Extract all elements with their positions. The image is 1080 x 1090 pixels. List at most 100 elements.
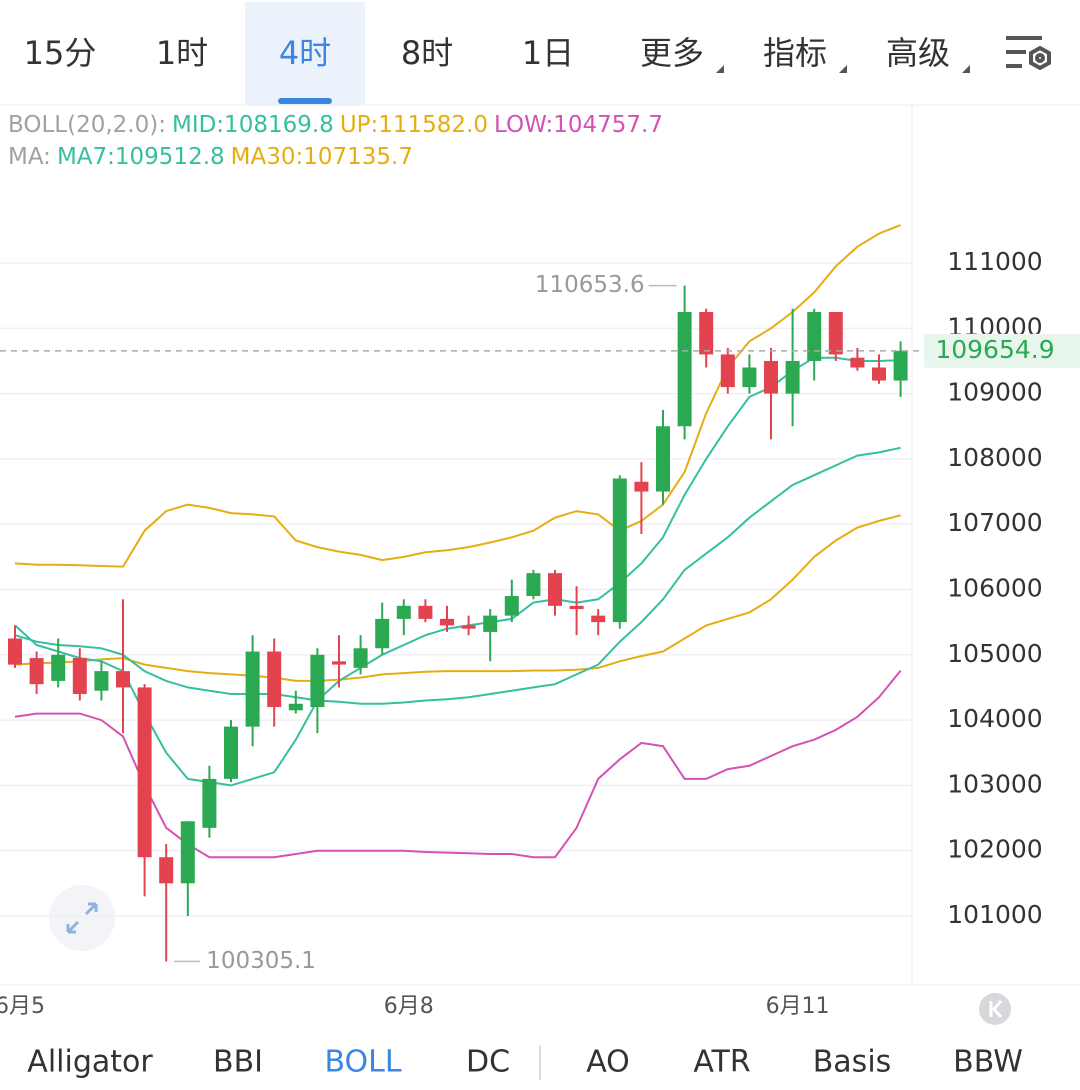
y-tick-label: 101000 [947, 900, 1042, 929]
candle-body [29, 658, 44, 685]
candle-body [807, 311, 822, 361]
y-tick-label: 107000 [947, 508, 1042, 537]
tab[interactable]: 15分 [24, 34, 97, 72]
indicator-tab[interactable]: BBI [213, 1045, 263, 1080]
plot-area [8, 224, 908, 962]
indicator-tab[interactable]: AO [586, 1045, 630, 1080]
candle-body [375, 618, 390, 649]
candle-body [224, 726, 238, 779]
indicator-tab[interactable]: BBW [953, 1045, 1023, 1080]
candle-body [785, 360, 800, 394]
dropdown-arrow [962, 65, 970, 73]
indicator-line [14, 514, 901, 682]
candle-body [677, 311, 692, 427]
candle-body [656, 426, 670, 492]
indicator-tab[interactable]: ATR [693, 1045, 750, 1080]
last-price-box [924, 333, 1080, 368]
indicator-tab[interactable]: Alligator [27, 1045, 153, 1080]
last-price-label: 109654.9 [935, 335, 1054, 364]
indicator-line [14, 224, 901, 568]
tab[interactable]: 4时 [279, 34, 331, 72]
candle-body [72, 658, 87, 694]
y-tick-label: 106000 [947, 573, 1042, 602]
active-tab-bg [245, 2, 365, 105]
candle-body [159, 857, 174, 884]
tab[interactable]: 指标 [763, 34, 827, 72]
candle-body [850, 357, 865, 368]
x-tick-label: 6月11 [766, 994, 830, 1019]
indicator-tab[interactable]: Basis [813, 1045, 892, 1080]
tab[interactable]: 更多 [640, 34, 704, 72]
candle-body [310, 654, 325, 708]
y-tick-label: 104000 [947, 704, 1042, 733]
expand-button[interactable] [49, 885, 115, 951]
x-tick-label: 6月5 [0, 994, 45, 1019]
legend-item: MA30:107135.7 [231, 144, 413, 170]
tab[interactable]: 1时 [156, 34, 208, 72]
legend-item: MID:108169.8 [172, 112, 334, 138]
y-tick-label: 109000 [947, 378, 1042, 407]
candle-body [288, 703, 303, 711]
dropdown-arrow [716, 65, 724, 73]
legend-item: MA7:109512.8 [57, 144, 225, 170]
candle-body [137, 687, 152, 858]
scroll-latest-button[interactable] [979, 993, 1011, 1025]
tab[interactable]: 高级 [886, 34, 950, 72]
candle-body [396, 605, 411, 619]
legend-item: UP:111582.0 [340, 112, 488, 138]
candle-body [504, 596, 519, 616]
y-tick-label: 108000 [947, 443, 1042, 472]
legend-row: BOLL(20,2.0): MID:108169.8 UP:111582.0 LOW:… [8, 112, 663, 138]
candle-body [332, 661, 346, 665]
x-tick-label: 6月8 [384, 994, 434, 1019]
candle-body [526, 573, 541, 597]
indicator-line [14, 446, 901, 705]
candle-body [872, 367, 886, 381]
settings-icon[interactable] [1006, 36, 1051, 71]
candle-body [548, 573, 562, 606]
candle-body [828, 311, 843, 355]
y-tick-label: 102000 [947, 835, 1042, 864]
candle-body [8, 638, 22, 665]
legend-item: BOLL(20,2.0): [8, 112, 166, 138]
indicator-line [14, 356, 901, 787]
candle-body [202, 778, 217, 828]
candle-body [612, 478, 627, 623]
candle-body [461, 625, 476, 629]
candle-body [353, 648, 368, 668]
candle-body [893, 350, 908, 381]
active-tab-indicator [278, 98, 332, 104]
candle-body [764, 360, 778, 394]
candle-body [742, 367, 757, 388]
candle-body [699, 311, 714, 355]
indicator-tab[interactable]: BOLL [324, 1045, 401, 1080]
candle-body [483, 615, 498, 632]
indicator-tab[interactable]: DC [466, 1045, 510, 1080]
high-label: 110653.6 [535, 272, 645, 298]
dropdown-arrow [839, 65, 847, 73]
low-label: 100305.1 [206, 948, 316, 974]
candle-body [440, 618, 454, 626]
candle-body [591, 615, 606, 623]
legend-row: MA: MA7:109512.8 MA30:107135.7 [8, 144, 413, 170]
tab[interactable]: 8时 [401, 34, 453, 72]
candle-body [569, 605, 584, 610]
indicator-line [14, 669, 902, 859]
tab[interactable]: 1日 [522, 34, 574, 72]
candle-body [267, 651, 282, 708]
candle-body [418, 605, 433, 619]
y-tick-label: 103000 [947, 769, 1042, 798]
legend-item: MA: [8, 144, 51, 170]
legend-item: LOW:104757.7 [494, 112, 663, 138]
candle-body [634, 481, 649, 492]
candle-body [720, 354, 735, 388]
y-tick-label: 105000 [947, 639, 1042, 668]
candle-body [180, 821, 195, 884]
candle-body [94, 671, 109, 691]
candle-body [51, 654, 66, 681]
candle-body [245, 651, 260, 727]
y-tick-label: 111000 [947, 247, 1042, 276]
